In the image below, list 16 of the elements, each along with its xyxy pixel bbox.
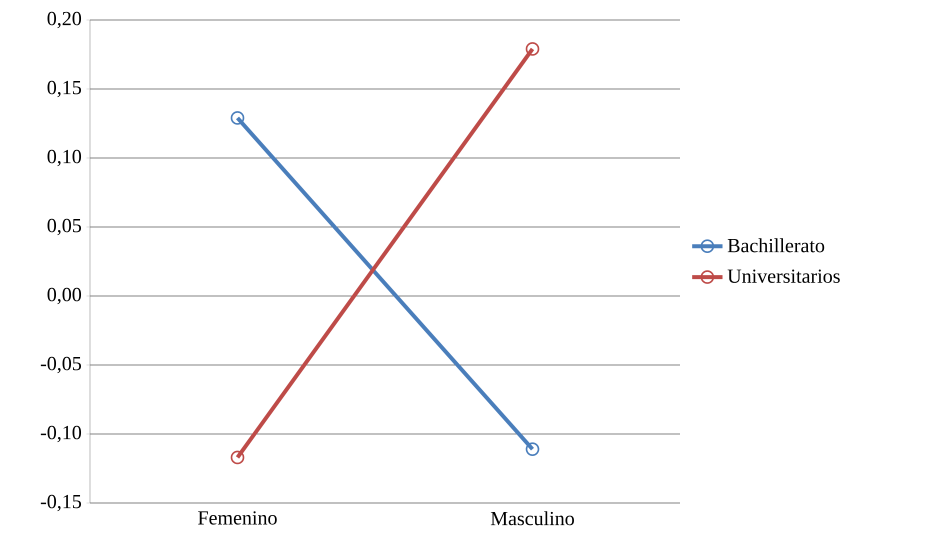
- x-tick-label: Femenino: [198, 511, 277, 525]
- y-tick-label: -0,05: [40, 356, 82, 374]
- point: [526, 42, 540, 56]
- legend-label: Bachillerato: [728, 238, 824, 252]
- x-tick-label: Masculino: [490, 511, 574, 526]
- y-tick-label: 0,00: [48, 288, 82, 304]
- point: [230, 111, 244, 125]
- y-tick-label: 0,15: [48, 80, 82, 98]
- point: [230, 450, 244, 464]
- y-tick-label: 0,10: [48, 150, 82, 166]
- point: [526, 442, 540, 456]
- y-tick-label: -0,15: [40, 494, 82, 512]
- y-tick-label: 0,05: [48, 218, 82, 236]
- y-tick-label: 0,20: [48, 12, 82, 28]
- legend-label: Universitarios: [728, 269, 840, 283]
- y-tick-label: -0,10: [40, 426, 82, 442]
